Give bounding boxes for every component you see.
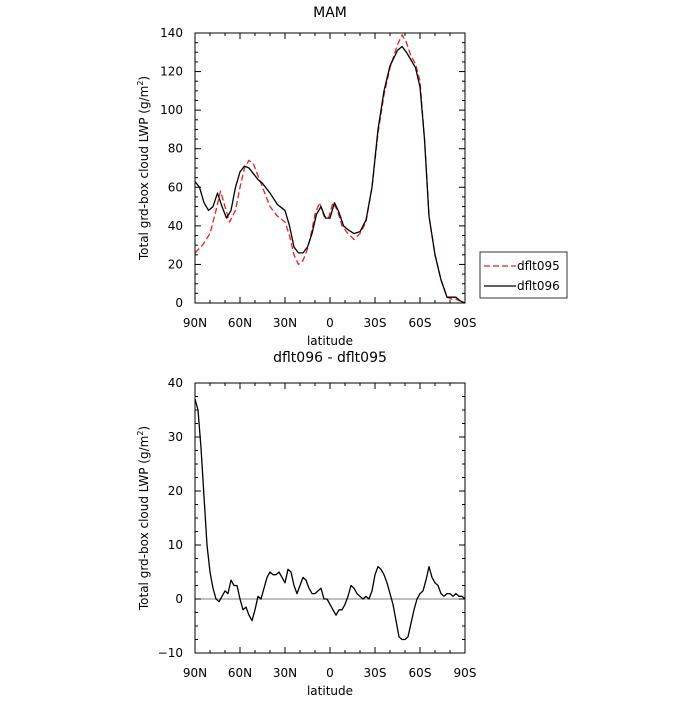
y-tick-label: 0	[175, 296, 183, 310]
legend-label-dflt095: dflt095	[517, 259, 560, 273]
y-tick-label: 40	[168, 376, 183, 390]
legend-box	[479, 251, 568, 299]
y-tick-label: 20	[168, 484, 183, 498]
y-axis-label-main: Total grd-box cloud LWP (g/m	[137, 436, 151, 611]
y-axis-label: Total grd-box cloud LWP (g/m2)	[136, 76, 151, 261]
x-tick-label: 90S	[454, 666, 477, 680]
y-tick-label: 0	[175, 592, 183, 606]
y-tick-label: 20	[168, 257, 183, 271]
x-axis-label: latitude	[307, 334, 353, 348]
y-tick-label: 80	[168, 142, 183, 156]
y-axis-label-end: )	[137, 426, 151, 431]
chart-title: dflt096 - dflt095	[273, 350, 387, 366]
x-tick-label: 60S	[409, 316, 432, 330]
x-tick-label: 30S	[364, 316, 387, 330]
y-axis-label-superscript: 2	[136, 81, 145, 86]
y-tick-label: 120	[160, 65, 183, 79]
x-tick-label: 60N	[228, 666, 252, 680]
series-line-dflt095	[194, 34, 466, 304]
y-tick-label: 100	[160, 103, 183, 117]
x-tick-label: 90S	[454, 316, 477, 330]
plot-frame	[194, 32, 466, 304]
x-tick-label: 30S	[364, 666, 387, 680]
x-tick-label: 90N	[183, 666, 207, 680]
x-tick-label: 0	[326, 316, 334, 330]
plot-frame	[194, 382, 466, 654]
x-tick-label: 60S	[409, 666, 432, 680]
y-axis-label-end: )	[137, 76, 151, 81]
x-axis-label: latitude	[307, 684, 353, 698]
chart-title: MAM	[313, 5, 347, 21]
y-tick-label: 30	[168, 430, 183, 444]
x-tick-label: 90N	[183, 316, 207, 330]
y-tick-label: 40	[168, 219, 183, 233]
y-tick-label: 10	[168, 538, 183, 552]
y-tick-label: 60	[168, 180, 183, 194]
y-tick-label: 140	[160, 26, 183, 40]
x-tick-label: 60N	[228, 316, 252, 330]
y-axis-label-superscript: 2	[136, 431, 145, 436]
y-axis-label: Total grd-box cloud LWP (g/m2)	[136, 426, 151, 611]
legend-label-dflt096: dflt096	[517, 279, 560, 293]
y-axis-label-main: Total grd-box cloud LWP (g/m	[137, 86, 151, 261]
x-tick-label: 30N	[273, 666, 297, 680]
x-tick-label: 30N	[273, 316, 297, 330]
series-line-dflt096	[194, 45, 466, 304]
x-tick-label: 0	[326, 666, 334, 680]
series-line-difference	[194, 399, 466, 641]
y-tick-label: −10	[158, 646, 183, 660]
